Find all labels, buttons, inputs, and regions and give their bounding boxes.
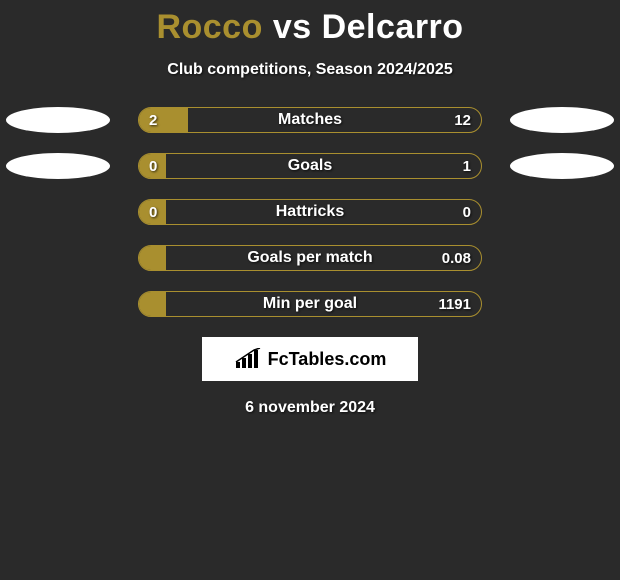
player1-name: Rocco xyxy=(156,8,262,46)
stat-row: Goals per match 0.08 xyxy=(0,245,620,271)
stat-right-value: 0 xyxy=(463,200,471,224)
player1-marker-icon xyxy=(6,153,110,179)
stat-row: Min per goal 1191 xyxy=(0,291,620,317)
stat-bar: 2 Matches 12 xyxy=(138,107,482,133)
footer-logo-text: FcTables.com xyxy=(268,349,387,370)
stat-bar: Goals per match 0.08 xyxy=(138,245,482,271)
bars-icon xyxy=(234,348,262,370)
player2-marker-icon xyxy=(510,153,614,179)
stats-container: 2 Matches 12 0 Goals 1 0 xyxy=(0,107,620,317)
stat-right-value: 1191 xyxy=(438,292,471,316)
vs-text: vs xyxy=(273,8,312,46)
footer-logo: FcTables.com xyxy=(202,337,418,381)
comparison-card: Rocco vs Delcarro Club competitions, Sea… xyxy=(0,0,620,417)
footer-date: 6 november 2024 xyxy=(0,399,620,417)
stat-label: Hattricks xyxy=(139,200,481,224)
stat-bar: Min per goal 1191 xyxy=(138,291,482,317)
stat-row: 0 Goals 1 xyxy=(0,153,620,179)
stat-right-value: 0.08 xyxy=(442,246,471,270)
stat-label: Goals per match xyxy=(139,246,481,270)
stat-bar: 0 Hattricks 0 xyxy=(138,199,482,225)
stat-label: Min per goal xyxy=(139,292,481,316)
player2-name: Delcarro xyxy=(322,8,464,46)
player2-marker-icon xyxy=(510,107,614,133)
subtitle: Club competitions, Season 2024/2025 xyxy=(0,61,620,79)
stat-right-value: 12 xyxy=(454,108,471,132)
stat-label: Goals xyxy=(139,154,481,178)
stat-right-value: 1 xyxy=(463,154,471,178)
stat-row: 0 Hattricks 0 xyxy=(0,199,620,225)
comparison-title: Rocco vs Delcarro xyxy=(0,8,620,47)
player1-marker-icon xyxy=(6,107,110,133)
stat-label: Matches xyxy=(139,108,481,132)
stat-row: 2 Matches 12 xyxy=(0,107,620,133)
stat-bar: 0 Goals 1 xyxy=(138,153,482,179)
